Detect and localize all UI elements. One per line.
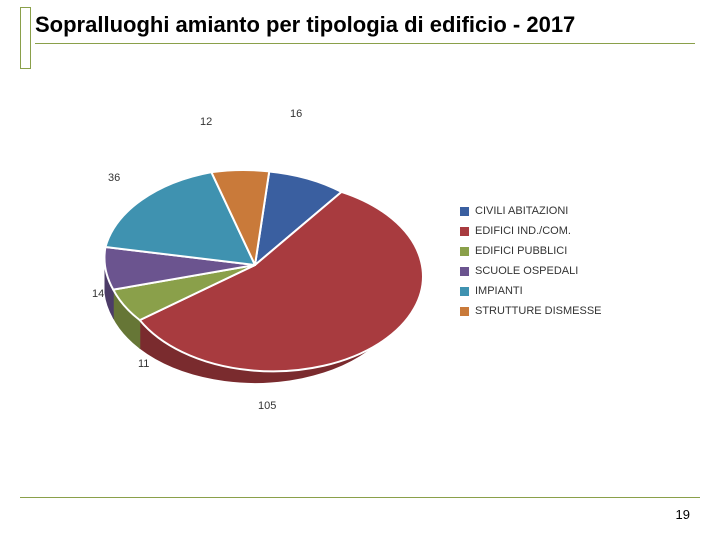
pie-value-label: 105	[258, 400, 276, 412]
legend-item: EDIFICI IND./COM.	[460, 225, 602, 237]
legend-label: EDIFICI IND./COM.	[475, 225, 571, 237]
legend-item: EDIFICI PUBBLICI	[460, 245, 602, 257]
legend-label: IMPIANTI	[475, 285, 523, 297]
legend-swatch	[460, 267, 469, 276]
legend-label: SCUOLE OSPEDALI	[475, 265, 578, 277]
footer-rule	[20, 497, 700, 498]
legend-swatch	[460, 307, 469, 316]
page-title: Sopralluoghi amianto per tipologia di ed…	[35, 12, 695, 37]
pie-value-label: 36	[108, 172, 120, 184]
legend-item: STRUTTURE DISMESSE	[460, 305, 602, 317]
pie-value-label: 12	[200, 116, 212, 128]
legend-swatch	[460, 227, 469, 236]
legend-swatch	[460, 207, 469, 216]
legend-item: SCUOLE OSPEDALI	[460, 265, 602, 277]
legend-item: CIVILI ABITAZIONI	[460, 205, 602, 217]
legend-label: STRUTTURE DISMESSE	[475, 305, 602, 317]
legend-label: CIVILI ABITAZIONI	[475, 205, 568, 217]
pie-value-label: 14	[92, 288, 104, 300]
legend-item: IMPIANTI	[460, 285, 602, 297]
pie-value-label: 16	[290, 108, 302, 120]
page-number: 19	[676, 507, 690, 522]
legend-label: EDIFICI PUBBLICI	[475, 245, 567, 257]
legend-swatch	[460, 287, 469, 296]
title-block: Sopralluoghi amianto per tipologia di ed…	[35, 12, 695, 44]
legend: CIVILI ABITAZIONI EDIFICI IND./COM. EDIFIC…	[460, 205, 602, 325]
accent-box	[20, 7, 31, 69]
legend-swatch	[460, 247, 469, 256]
pie-value-label: 11	[138, 358, 149, 370]
pie-chart: 16 105 11 14 36 12 CIVILI ABITAZIONI EDIFICI I…	[90, 110, 650, 420]
